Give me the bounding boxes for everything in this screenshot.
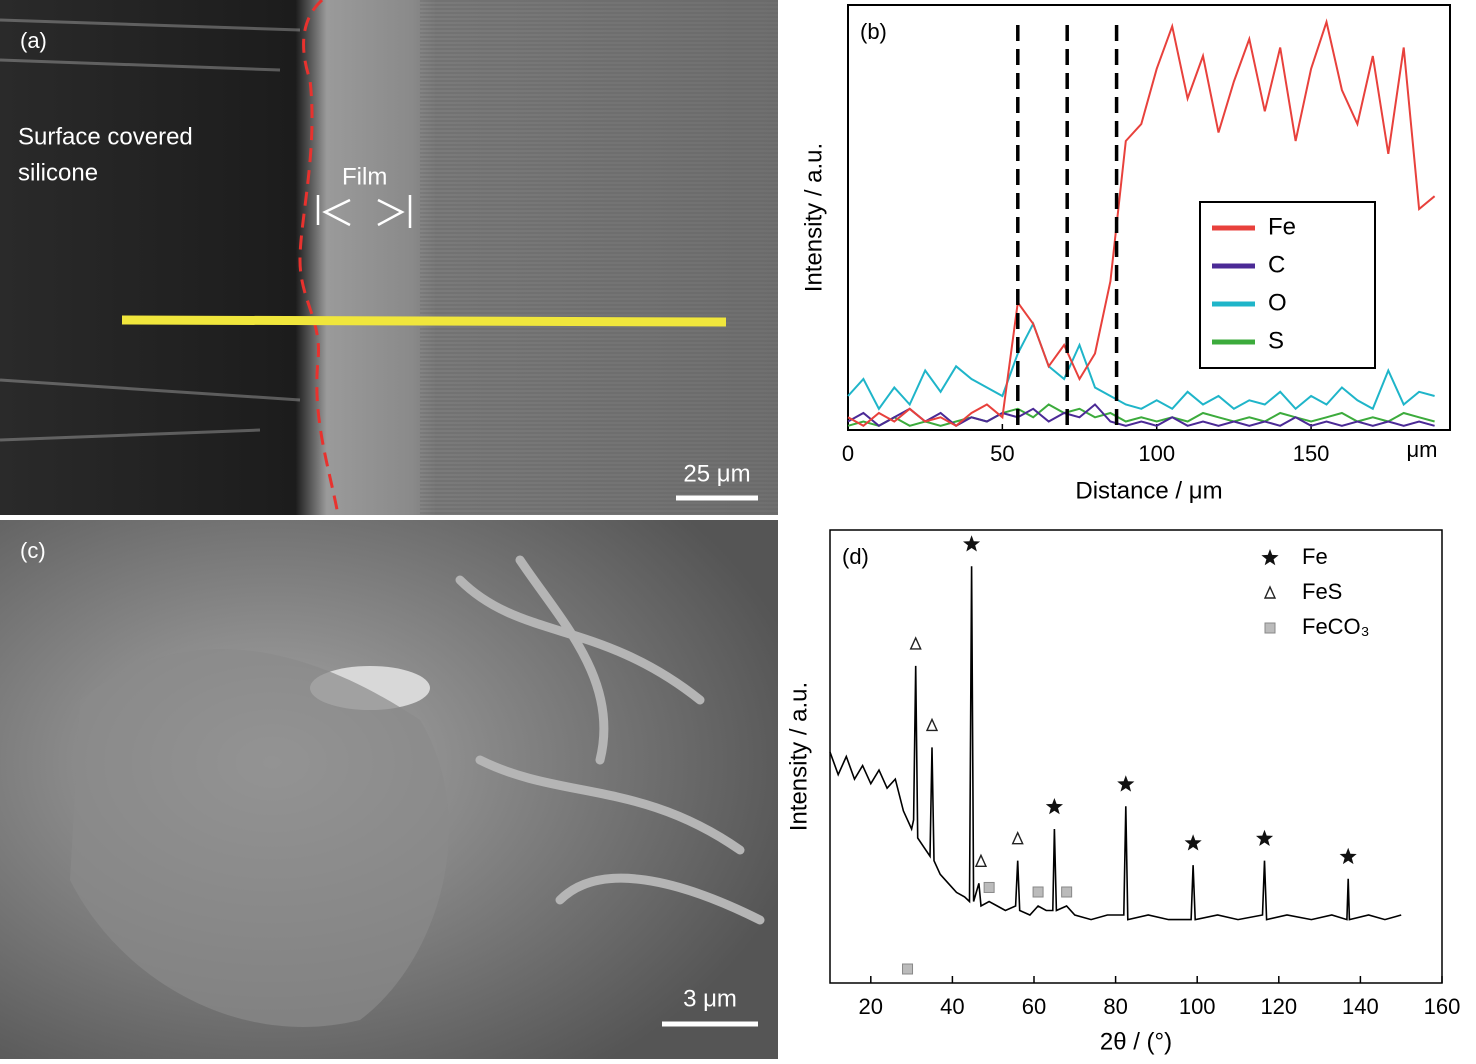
legend: Fe COS	[1199, 201, 1376, 369]
x-tick-label: 40	[940, 994, 964, 1019]
legend-label: FeCO₃	[1302, 614, 1370, 639]
y-axis-label: Intensity / a.u.	[785, 682, 812, 831]
legend-label: Fe	[1302, 544, 1328, 569]
x-axis-label: Distance / μm	[1075, 477, 1222, 504]
scale-label: 3 μm	[683, 985, 737, 1012]
y-axis-label: Intensity / a.u.	[800, 143, 827, 292]
boundary	[298, 0, 340, 516]
plot-frame	[847, 4, 1451, 431]
x-tick-label: 140	[1342, 994, 1379, 1019]
marker-star	[963, 535, 981, 552]
series-line	[847, 403, 1435, 427]
x-tick-label: 160	[1424, 994, 1461, 1019]
x-tick-label: 60	[1022, 994, 1046, 1019]
texture	[455, 555, 765, 925]
x-tick-label: 80	[1103, 994, 1127, 1019]
marker-star	[1184, 834, 1202, 851]
series-line	[847, 403, 1435, 428]
legend-label: FeS	[1302, 579, 1342, 604]
x-axis-label: 2θ / (°)	[1100, 1028, 1172, 1055]
marker-star	[1117, 775, 1135, 792]
panel-label: (b)	[860, 19, 887, 44]
marker-square	[1032, 886, 1044, 898]
marker-star	[1045, 798, 1063, 815]
x-tick-label: 20	[859, 994, 883, 1019]
texture	[0, 18, 301, 442]
legend-label: Fe	[1268, 213, 1296, 240]
annotation: silicone	[18, 159, 98, 186]
marker-triangle	[1263, 585, 1277, 599]
plot-frame	[829, 529, 1443, 984]
x-tick-label: 0	[842, 441, 854, 466]
x-tick-label: 100	[1179, 994, 1216, 1019]
annotation: Surface covered	[18, 123, 193, 150]
marker-square	[1264, 622, 1276, 634]
annotation: Film	[342, 163, 387, 190]
scan-line	[121, 315, 727, 327]
x-unit: μm	[1406, 437, 1437, 462]
legend-label: S	[1268, 327, 1284, 354]
x-tick-label: 100	[1138, 441, 1175, 466]
marker-square	[902, 963, 914, 975]
panel-c: (c) 3 μm	[0, 520, 778, 1059]
x-tick-label: 120	[1260, 994, 1297, 1019]
series-line	[829, 566, 1402, 921]
marker-square	[1061, 886, 1073, 898]
marker-square	[983, 881, 995, 893]
panel-label: (d)	[842, 544, 869, 569]
panel-label: (a)	[20, 28, 47, 53]
marker-triangle	[1011, 830, 1024, 845]
marker-triangle	[909, 636, 922, 650]
film-arrows	[316, 195, 412, 228]
panel-a: (a) Surface covered silicone Film 25 μm	[0, 0, 778, 516]
marker-star	[1261, 549, 1279, 566]
texture	[70, 649, 449, 1028]
charts: 0 50 100 150 Distance / μm Intensity / a.u. (b…	[785, 4, 1461, 1055]
panel-label: (c)	[20, 538, 46, 563]
legend-label: O	[1268, 289, 1287, 316]
series-line	[847, 18, 1436, 428]
legend-label: C	[1268, 251, 1285, 278]
marker-triangle	[925, 717, 939, 732]
marker-triangle	[974, 853, 988, 868]
x-tick-label: 50	[990, 441, 1014, 466]
scale-label: 25 μm	[683, 460, 750, 487]
texture	[420, 0, 778, 515]
x-tick-label: 150	[1293, 441, 1330, 466]
series-line	[847, 321, 1435, 411]
marker-star	[1256, 829, 1274, 846]
marker-star	[1339, 847, 1357, 865]
